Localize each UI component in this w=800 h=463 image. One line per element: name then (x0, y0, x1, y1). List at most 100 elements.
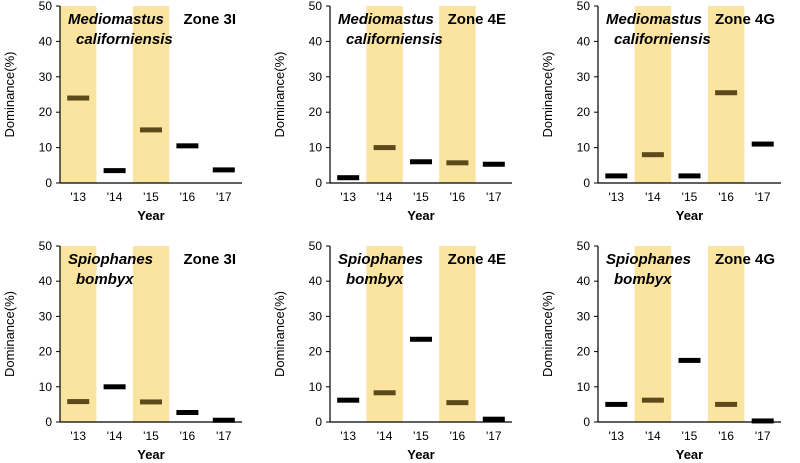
data-mark (67, 399, 90, 405)
panel-4: 0 10 20 30 40 50 '13 '14 '15 '16 '17 Year Dominance(… (2, 239, 242, 462)
x-tick-label: '16 (180, 190, 196, 204)
data-mark (678, 173, 701, 179)
x-tick-label: '15 (413, 429, 429, 443)
species-name-line2: californiensis (76, 31, 173, 48)
x-tick-label: '14 (107, 429, 123, 443)
x-tick-label: '17 (755, 429, 771, 443)
y-tick-label: 30 (309, 70, 323, 84)
x-tick-label: '14 (107, 190, 123, 204)
data-mark (176, 143, 199, 149)
x-tick-label: '17 (755, 190, 771, 204)
data-mark (140, 127, 162, 133)
x-tick-label: '13 (608, 190, 624, 204)
y-tick-label: 20 (39, 105, 53, 119)
x-tick-label: '17 (216, 190, 232, 204)
x-tick-label: '15 (413, 190, 429, 204)
y-tick-label: 30 (577, 309, 591, 323)
y-tick-label: 40 (39, 34, 53, 48)
shade-band (439, 6, 476, 183)
shade-band (634, 246, 672, 422)
x-axis-title: Year (137, 208, 164, 223)
data-mark (751, 141, 774, 147)
data-mark (103, 384, 126, 390)
x-tick-label: '15 (682, 429, 698, 443)
y-tick-label: 10 (577, 141, 591, 155)
species-name-line2: californiensis (614, 31, 711, 48)
x-tick-label: '14 (377, 429, 393, 443)
data-mark (103, 168, 126, 174)
x-tick-label: '15 (143, 429, 159, 443)
x-tick-label: '13 (70, 190, 86, 204)
y-tick-label: 30 (39, 309, 53, 323)
data-mark (176, 409, 199, 415)
y-tick-label: 20 (577, 345, 591, 359)
species-name-line2: bombyx (614, 271, 672, 288)
y-tick-label: 50 (39, 239, 53, 253)
y-tick-label: 30 (39, 70, 53, 84)
y-tick-label: 50 (309, 0, 323, 13)
panel-1: 0 10 20 30 40 50 '13 '14 '15 '16 '17 Year Dominance(… (2, 0, 242, 223)
panel-6: 0 10 20 30 40 50 '13 '14 '15 '16 '17 Year Dominance(… (540, 239, 781, 462)
x-tick-label: '17 (486, 190, 502, 204)
y-axis-title: Dominance(%) (272, 291, 287, 377)
data-mark (410, 159, 432, 165)
data-mark (446, 400, 469, 406)
data-mark (482, 416, 505, 422)
data-mark (641, 397, 664, 403)
shade-band (366, 6, 403, 183)
data-mark (446, 160, 469, 166)
x-tick-label: '17 (216, 429, 232, 443)
x-tick-label: '13 (340, 429, 356, 443)
data-mark (715, 90, 738, 96)
species-name-line2: californiensis (346, 31, 443, 48)
x-tick-label: '14 (377, 190, 393, 204)
data-mark (410, 336, 432, 342)
species-name-line1: Mediomastus (68, 11, 164, 28)
zone-label: Zone 3I (183, 11, 236, 28)
x-tick-label: '13 (608, 429, 624, 443)
data-mark (212, 167, 235, 173)
x-tick-label: '15 (682, 190, 698, 204)
data-mark (605, 173, 628, 179)
panel-5: 0 10 20 30 40 50 '13 '14 '15 '16 '17 Year Dominance(… (272, 239, 512, 462)
y-tick-label: 30 (577, 70, 591, 84)
shade-band (132, 246, 170, 422)
data-mark (140, 399, 162, 405)
x-tick-label: '13 (340, 190, 356, 204)
species-name-line1: Spiophanes (606, 251, 691, 268)
data-mark (715, 401, 738, 407)
species-name-line1: Spiophanes (68, 251, 153, 268)
y-tick-label: 10 (577, 380, 591, 394)
data-mark (373, 145, 396, 151)
y-tick-label: 40 (309, 274, 323, 288)
shade-band (439, 246, 476, 422)
data-mark (337, 175, 360, 181)
shade-band (132, 6, 170, 183)
zone-label: Zone 4G (715, 251, 775, 268)
y-tick-label: 50 (577, 239, 591, 253)
x-tick-label: '14 (645, 429, 661, 443)
species-name-line1: Spiophanes (338, 251, 423, 268)
species-name-line2: bombyx (76, 271, 134, 288)
y-tick-label: 30 (309, 309, 323, 323)
y-axis-title: Dominance(%) (272, 52, 287, 138)
data-mark (212, 417, 235, 423)
data-mark (751, 418, 774, 424)
y-tick-label: 0 (315, 415, 322, 429)
data-mark (373, 390, 396, 396)
shade-band (60, 6, 97, 183)
y-tick-label: 10 (39, 380, 53, 394)
y-tick-label: 50 (39, 0, 53, 13)
y-tick-label: 20 (309, 105, 323, 119)
data-mark (678, 357, 701, 363)
y-axis-title: Dominance(%) (540, 52, 555, 138)
y-tick-label: 0 (583, 176, 590, 190)
zone-label: Zone 4E (448, 251, 506, 268)
data-mark (337, 397, 360, 403)
y-tick-label: 20 (309, 345, 323, 359)
shade-band (60, 246, 97, 422)
x-axis-title: Year (137, 447, 164, 462)
y-tick-label: 50 (309, 239, 323, 253)
data-mark (67, 95, 90, 101)
zone-label: Zone 4G (715, 11, 775, 28)
